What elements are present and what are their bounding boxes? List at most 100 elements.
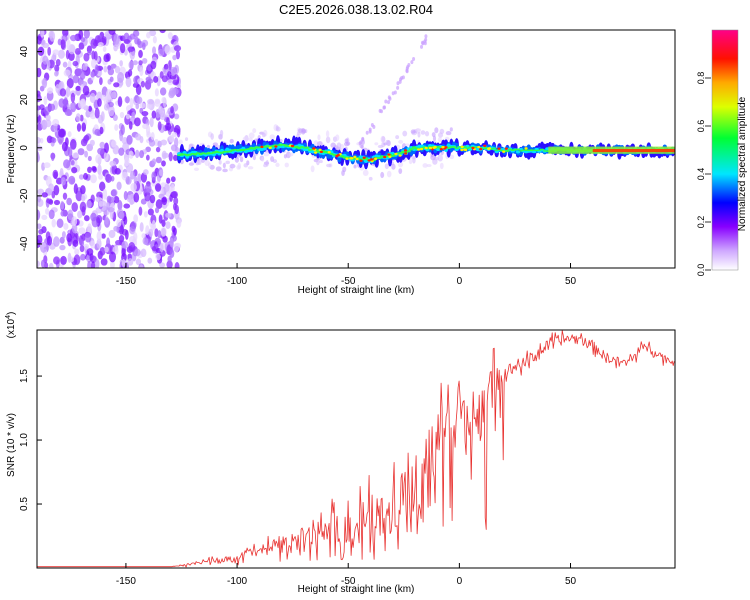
ridge-halo [397,161,404,168]
noise-speckle [97,147,105,155]
noise-speckle [67,131,72,138]
noise-speckle [146,131,151,138]
noise-speckle [90,38,98,49]
colorbar-tick-label: 0.2 [696,216,706,229]
noise-speckle [60,200,65,210]
noise-speckle [78,227,86,235]
noise-speckle [134,248,141,257]
x-tick-label: -150 [116,576,136,587]
noise-speckle [128,121,133,130]
noise-speckle [138,60,143,66]
noise-speckle [173,243,180,253]
noise-speckle [146,32,151,39]
ridge-halo [386,170,392,178]
ridge-segment [451,145,457,148]
noise-speckle [80,239,85,247]
colorbar-tick-label: 0.8 [696,72,706,85]
noise-speckle [135,149,140,159]
ridge-halo [362,169,369,176]
noise-speckle [141,233,146,239]
ridge-halo [210,133,214,140]
streak-speckle [384,99,388,104]
noise-speckle [158,48,165,57]
noise-speckle [138,49,143,59]
noise-speckle [171,131,178,138]
noise-speckle [133,214,139,223]
noise-speckle [69,139,77,150]
noise-speckle [139,135,144,144]
noise-speckle [167,71,172,78]
noise-speckle [109,76,114,83]
ridge-halo [229,138,234,144]
spectrogram-x-label: Height of straight line (km) [298,285,415,296]
noise-speckle [123,39,131,45]
noise-speckle [174,262,180,268]
noise-speckle [108,251,117,263]
ridge-peak [417,148,421,151]
noise-speckle [80,98,87,108]
noise-speckle [114,124,119,131]
noise-speckle [167,32,173,40]
noise-speckle [57,49,65,59]
ridge-halo [319,159,323,164]
ridge-halo [236,165,241,170]
noise-speckle [148,139,156,147]
streak-speckle [420,44,424,49]
noise-speckle [99,247,106,256]
colorbar-tick-label: 0.4 [696,168,706,181]
noise-speckle [150,132,155,141]
ridge-peak [464,148,468,152]
streak-speckle [396,85,400,90]
noise-speckle [83,172,89,180]
noise-speckle [125,176,132,185]
noise-speckle [42,77,48,89]
ridge-peak [345,157,349,160]
noise-speckle [147,78,154,84]
ridge-halo [437,136,442,143]
noise-speckle [37,260,40,268]
noise-speckle [113,44,118,52]
ridge-segment [465,147,470,149]
ridge-halo [385,139,390,144]
ridge-peak [460,148,464,152]
noise-speckle [165,212,172,218]
noise-speckle [128,60,134,70]
colorbar: 0.0 0.2 0.4 0.6 0.8 Normalized spectral ampl… [696,29,748,276]
noise-speckle [64,108,72,117]
noise-speckle [129,198,134,205]
ridge-halo [431,132,436,138]
ridge-peak [318,148,322,151]
ridge-halo [380,171,385,179]
streak-speckle [424,34,428,39]
ridge-halo [261,132,266,138]
ridge-segment [305,146,310,149]
ridge-peak [419,147,424,151]
noise-speckle [161,196,168,206]
y-tick-label: 40 [19,46,30,58]
noise-speckle [77,210,83,219]
ridge-halo [391,163,396,170]
noise-speckle [145,154,150,161]
noise-speckle [84,215,90,222]
ridge-halo [234,156,240,163]
noise-speckle [96,230,102,242]
noise-speckle [162,235,168,243]
noise-speckle [110,260,115,268]
noise-speckle [151,158,157,165]
noise-speckle [127,46,135,52]
snr-y-axis: 0.5 1.0 1.5 [19,369,42,511]
noise-speckle [53,123,58,133]
ridge-peak [424,146,428,150]
noise-speckle [72,75,80,84]
noise-speckle [133,192,140,203]
noise-speckle [47,46,52,56]
ridge-peak [349,157,353,160]
ridge-segment [491,147,497,149]
ridge-halo [342,166,347,173]
noise-speckle [66,233,72,243]
noise-speckle [159,87,167,96]
ridge-halo [344,138,349,144]
ridge-halo [449,127,453,132]
colorbar-gradient [712,30,738,270]
noise-speckle [125,77,132,88]
